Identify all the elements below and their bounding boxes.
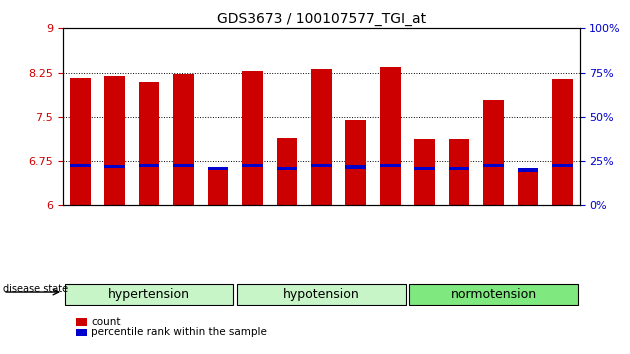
Bar [105, 76, 125, 205]
Bar [277, 138, 297, 205]
Bar [483, 100, 504, 205]
Bar [311, 164, 331, 167]
Bar [70, 164, 91, 167]
Bar [208, 169, 228, 205]
Bar [449, 166, 469, 170]
Bar [518, 168, 538, 172]
Bar [345, 165, 366, 169]
Bar [380, 164, 401, 167]
Text: count: count [91, 317, 121, 327]
Bar [518, 169, 538, 205]
Bar [483, 164, 504, 167]
Text: normotension: normotension [450, 288, 537, 301]
Bar [277, 166, 297, 170]
Bar [208, 167, 228, 170]
Text: hypertension: hypertension [108, 288, 190, 301]
Bar [415, 166, 435, 170]
Bar [105, 165, 125, 168]
Bar [552, 79, 573, 205]
Title: GDS3673 / 100107577_TGI_at: GDS3673 / 100107577_TGI_at [217, 12, 426, 26]
Bar [345, 120, 366, 205]
Bar [380, 67, 401, 205]
Bar [237, 284, 406, 305]
Bar [65, 284, 234, 305]
Bar [409, 284, 578, 305]
Text: hypotension: hypotension [283, 288, 360, 301]
Bar [173, 74, 194, 205]
Bar [242, 164, 263, 167]
Bar [139, 82, 159, 205]
Text: percentile rank within the sample: percentile rank within the sample [91, 327, 267, 337]
Bar [139, 164, 159, 167]
Bar [552, 164, 573, 167]
Bar [70, 79, 91, 205]
Bar [173, 164, 194, 167]
Bar [449, 139, 469, 205]
Bar [311, 69, 331, 205]
Text: disease state: disease state [3, 284, 68, 293]
Bar [242, 71, 263, 205]
Bar [415, 139, 435, 205]
